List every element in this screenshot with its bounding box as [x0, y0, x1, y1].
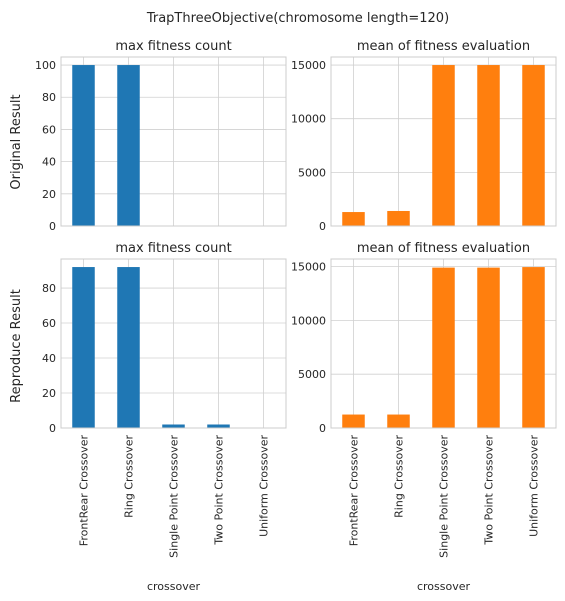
y-tick-label: 10000: [291, 113, 326, 126]
y-tick-label: 20: [42, 188, 56, 201]
chart-panel-4: 0 5000 10000 15000 mean of fitness evaluatio…: [291, 241, 557, 593]
x-tick-label: Single Point Crossover: [168, 435, 181, 558]
plot-frame: [60, 258, 287, 429]
y-tick-label: 80: [42, 282, 56, 295]
bar-1: [342, 414, 365, 428]
x-tick-label: Uniform Crossover: [258, 435, 271, 537]
plot-frame: [330, 56, 557, 227]
y-tick-label: 60: [42, 123, 56, 136]
chart-panel-3: 0 20 40 60 80 max fitness count FrontRear Cros…: [42, 241, 287, 593]
figure-title: TrapThreeObjective(chromosome length=120…: [146, 11, 449, 26]
y-tick-label: 15000: [291, 59, 326, 72]
y-tick-label: 40: [42, 156, 56, 169]
y-tick-label: 0: [49, 220, 56, 233]
x-axis-label: crossover: [417, 580, 471, 593]
y-tick-label: 0: [319, 422, 326, 435]
y-tick-label: 15000: [291, 261, 326, 274]
chart-panel-2: 0 5000 10000 15000 mean of fitness evaluatio…: [291, 39, 557, 233]
bar-4: [207, 424, 230, 428]
bar-2: [387, 414, 410, 428]
x-tick-label: Single Point Crossover: [438, 435, 451, 558]
bar-3: [162, 424, 185, 428]
bar-1: [72, 65, 95, 226]
y-tick-label: 5000: [298, 368, 326, 381]
bar-5: [522, 267, 545, 428]
x-tick-label: Uniform Crossover: [528, 435, 541, 537]
x-tick-label: Two Point Crossover: [213, 435, 226, 546]
plot-frame: [60, 56, 287, 227]
bar-2: [117, 267, 140, 428]
row-label-original: Original Result: [9, 94, 24, 189]
x-tick-label: Ring Crossover: [123, 435, 136, 518]
y-tick-label: 60: [42, 317, 56, 330]
bar-2: [387, 210, 410, 226]
chart-title: max fitness count: [115, 39, 231, 54]
bar-3: [432, 65, 455, 226]
x-tick-label: Ring Crossover: [393, 435, 406, 518]
chart-title: mean of fitness evaluation: [357, 241, 530, 256]
bar-5: [522, 65, 545, 226]
y-tick-label: 0: [319, 220, 326, 233]
bar-2: [117, 65, 140, 226]
row-label-reproduce: Reproduce Result: [9, 289, 24, 403]
chart-title: mean of fitness evaluation: [357, 39, 530, 54]
x-tick-label: FrontRear Crossover: [348, 435, 361, 547]
chart-title: max fitness count: [115, 241, 231, 256]
bar-4: [477, 65, 500, 226]
bar-1: [72, 267, 95, 428]
y-tick-label: 20: [42, 387, 56, 400]
y-tick-label: 10000: [291, 314, 326, 327]
y-tick-label: 40: [42, 352, 56, 365]
chart-panel-1: 0 20 40 60 80 100 max fitness count: [35, 39, 287, 233]
y-tick-label: 80: [42, 91, 56, 104]
x-axis-label: crossover: [147, 580, 201, 593]
x-tick-label: Two Point Crossover: [483, 435, 496, 546]
plot-frame: [330, 258, 557, 429]
x-tick-label: FrontRear Crossover: [78, 435, 91, 547]
bar-1: [342, 212, 365, 226]
bar-3: [432, 267, 455, 428]
y-tick-label: 100: [35, 59, 56, 72]
y-tick-label: 0: [49, 422, 56, 435]
y-tick-label: 5000: [298, 166, 326, 179]
bar-4: [477, 267, 500, 428]
